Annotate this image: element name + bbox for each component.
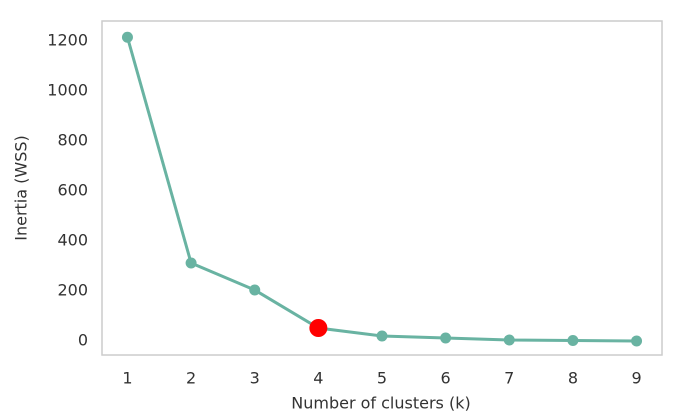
plot-frame [101, 20, 663, 356]
point [440, 332, 452, 344]
point [567, 335, 579, 346]
point [121, 31, 133, 43]
x-tick-label: 4 [313, 369, 323, 388]
y-tick-label: 0 [78, 331, 88, 350]
point [376, 330, 388, 342]
x-tick-label: 9 [631, 369, 641, 388]
y-tick-label: 200 [57, 281, 88, 300]
x-axis-label: Number of clusters (k) [291, 394, 470, 413]
point [185, 257, 197, 269]
y-tick-label: 1200 [47, 31, 88, 50]
x-tick-label: 1 [122, 369, 132, 388]
y-tick-label: 400 [57, 231, 88, 250]
y-tick-label: 600 [57, 181, 88, 200]
y-axis-label: Inertia (WSS) [12, 135, 31, 241]
x-tick-label: 3 [250, 369, 260, 388]
x-tick-label: 6 [441, 369, 451, 388]
x-tick-label: 7 [504, 369, 514, 388]
x-tick-label: 8 [568, 369, 578, 388]
point [631, 335, 643, 347]
x-tick-label: 5 [377, 369, 387, 388]
point [249, 284, 261, 296]
point [503, 334, 515, 346]
y-tick-label: 800 [57, 131, 88, 150]
y-tick-label: 1000 [47, 81, 88, 100]
highlight-point [309, 319, 328, 337]
line [126, 36, 637, 343]
x-tick-label: 2 [186, 369, 196, 388]
